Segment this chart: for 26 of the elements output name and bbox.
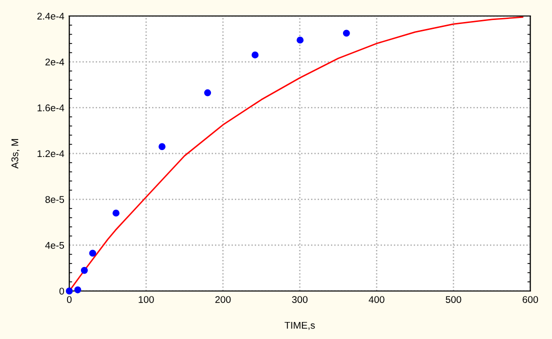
x-tick-label: 300: [292, 296, 308, 303]
x-axis-title: TIME,s: [284, 322, 315, 330]
point: [158, 143, 166, 150]
point: [74, 286, 82, 294]
point: [80, 266, 88, 274]
point: [204, 89, 212, 96]
y-tick-label: 4e-5: [45, 242, 64, 249]
y-tick-label: 8e-5: [45, 196, 64, 203]
y-tick-label: 0: [59, 288, 64, 295]
point: [252, 51, 259, 58]
y-tick-label: 1.6e-4: [38, 104, 64, 112]
x-tick-label: 600: [522, 296, 538, 303]
point: [89, 250, 96, 257]
point: [342, 30, 350, 37]
y-tick-label: 2.4e-4: [37, 12, 64, 20]
x-tick-label: 0: [66, 296, 72, 303]
y-tick-label: 1.2e-4: [38, 150, 64, 158]
x-tick-label: 200: [215, 296, 231, 303]
x-tick-label: 400: [368, 296, 384, 303]
point: [296, 36, 304, 44]
y-tick-label: 2e-4: [45, 58, 64, 66]
point: [66, 288, 73, 294]
x-tick-label: 500: [446, 296, 462, 303]
x-tick-label: 100: [138, 296, 154, 303]
point: [112, 210, 120, 217]
y-axis-title: A3s, M: [11, 139, 20, 169]
